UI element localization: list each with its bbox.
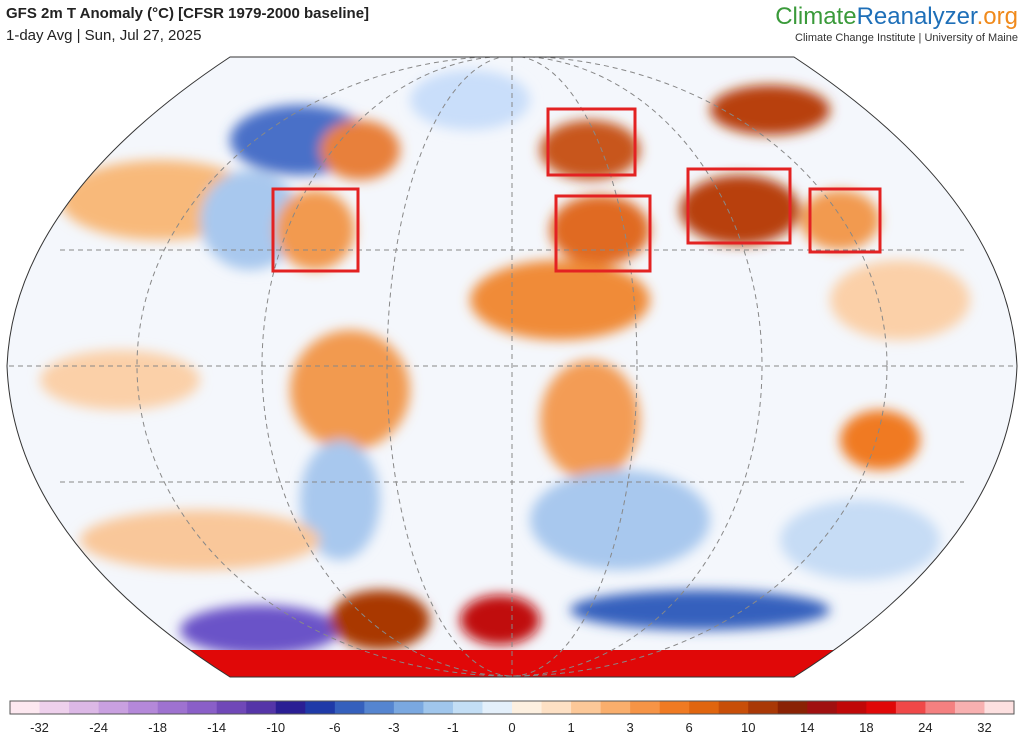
highlight-box [271, 187, 360, 273]
brand-part: Climate [775, 3, 856, 30]
colorbar-bin [571, 701, 601, 714]
colorbar-bin [157, 701, 188, 714]
colorbar-tick-label: 14 [800, 720, 814, 735]
colorbar-bin [305, 701, 336, 714]
colorbar: -32 -24 -18 -14 -10 -6 -3 -1 0 1 3 6 10 14 18 24 32 [9, 700, 1015, 735]
colorbar-tick-label: 32 [977, 720, 991, 735]
colorbar-tick-label: -3 [388, 720, 400, 735]
colorbar-bin [689, 701, 720, 714]
colorbar-tick-label: 24 [918, 720, 932, 735]
colorbar-tick-label: 18 [859, 720, 873, 735]
brand-logo: ClimateReanalyzer.org [775, 3, 1018, 30]
colorbar-bin [512, 701, 542, 714]
colorbar-bin [246, 701, 277, 714]
subtitle: 1-day Avg | Sun, Jul 27, 2025 [6, 27, 201, 44]
colorbar-bin [925, 701, 956, 714]
colorbar-bin [216, 701, 247, 714]
colorbar-bin [541, 701, 572, 714]
colorbar-bin [866, 701, 897, 714]
colorbar-bin [600, 701, 631, 714]
colorbar-bin [364, 701, 395, 714]
colorbar-bin [69, 701, 99, 714]
graticule [7, 57, 1017, 677]
colorbar-tick-label: 0 [508, 720, 515, 735]
colorbar-bin [984, 701, 1015, 714]
colorbar-bin [895, 701, 926, 714]
colorbar-bin [275, 701, 306, 714]
colorbar-tick-label: -1 [447, 720, 459, 735]
colorbar-bin [423, 701, 454, 714]
colorbar-frame [9, 700, 1015, 715]
brand-part: .org [977, 3, 1018, 30]
colorbar-bin [187, 701, 218, 714]
highlight-box [686, 167, 792, 245]
colorbar-tick-label: -32 [30, 720, 49, 735]
colorbar-bin [482, 701, 513, 714]
globe-outline [6, 56, 1018, 678]
colorbar-bin [39, 701, 70, 714]
colorbar-tick-label: 1 [567, 720, 574, 735]
colorbar-bin [452, 701, 483, 714]
anomaly-blobs [40, 70, 970, 655]
colorbar-tick-label: 10 [741, 720, 755, 735]
colorbar-tick-label: -10 [266, 720, 285, 735]
colorbar-tick-label: -24 [89, 720, 108, 735]
colorbar-bin [128, 701, 158, 714]
colorbar-bin [807, 701, 838, 714]
colorbar-tick-label: 6 [686, 720, 693, 735]
anomaly-field [7, 57, 1017, 677]
colorbar-tick-label: 3 [627, 720, 634, 735]
colorbar-bin [777, 701, 808, 714]
highlight-box [808, 187, 882, 254]
colorbar-tick-label: -14 [207, 720, 226, 735]
colorbar-bin [954, 701, 985, 714]
colorbar-bin [630, 701, 660, 714]
highlight-box [546, 107, 637, 177]
colorbar-bin [393, 701, 424, 714]
colorbar-tick-label: -6 [329, 720, 341, 735]
colorbar-bin [718, 701, 749, 714]
colorbar-bin [748, 701, 779, 714]
brand-tagline: Climate Change Institute | University of… [795, 32, 1018, 44]
colorbar-tick-label: -18 [148, 720, 167, 735]
highlight-boxes [271, 107, 882, 273]
colorbar-bin [98, 701, 129, 714]
colorbar-bin [836, 701, 867, 714]
brand-part: Reanalyzer [857, 3, 978, 30]
colorbar-bin [334, 701, 365, 714]
highlight-box [554, 194, 652, 273]
colorbar-bin [659, 701, 690, 714]
title: GFS 2m T Anomaly (°C) [CFSR 1979-2000 ba… [6, 5, 369, 22]
colorbar-bin [10, 701, 40, 714]
